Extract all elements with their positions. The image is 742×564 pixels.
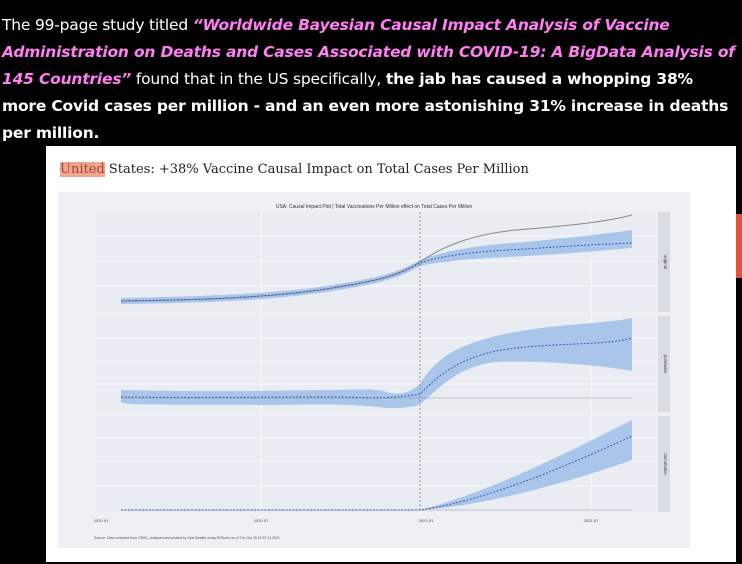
band-cumulative — [420, 420, 632, 510]
x-tick-3: 2021-01 — [419, 518, 434, 523]
line-predicted-pointwise — [120, 337, 633, 399]
plot-title: USA: Causal Impact Plot | Total Vaccinat… — [276, 204, 473, 210]
figure-title: United States: +38% Vaccine Causal Impac… — [60, 162, 529, 177]
panel-original-bg — [96, 212, 656, 312]
figure-title-rest: States: +38% Vaccine Causal Impact on To… — [104, 162, 529, 177]
source-note: Source: Data collected from OWID, analys… — [94, 536, 280, 540]
panel-label-cumulative: cumulative — [663, 453, 668, 475]
band-original — [121, 230, 632, 304]
x-tick-2: 2020-07 — [254, 518, 269, 523]
figure-title-highlight: United — [60, 162, 105, 177]
caption-claim: the jab has caused a whopping 38% more C… — [2, 70, 729, 142]
line-predicted-cumulative — [121, 435, 633, 511]
panel-label-original: original — [663, 255, 668, 270]
line-predicted-original — [120, 242, 633, 302]
article-caption: The 99-page study titled “Worldwide Baye… — [2, 12, 738, 147]
x-tick-1: 2020-01 — [94, 518, 109, 523]
band-pointwise — [121, 318, 632, 408]
causal-impact-plot: USA: Causal Impact Plot | Total Vaccinat… — [94, 204, 670, 540]
grid-lines — [96, 212, 656, 512]
panel-label-pointwise: pointwise — [663, 355, 668, 374]
caption-middle: found that in the US specifically, — [131, 70, 386, 88]
x-tick-4: 2021-07 — [584, 518, 599, 523]
caption-prefix: The 99-page study titled — [2, 16, 193, 34]
figure-card: United States: +38% Vaccine Causal Impac… — [46, 146, 736, 562]
study-title: “Worldwide Bayesian Causal Impact Analys… — [2, 16, 735, 88]
scroll-marker — [733, 214, 742, 278]
